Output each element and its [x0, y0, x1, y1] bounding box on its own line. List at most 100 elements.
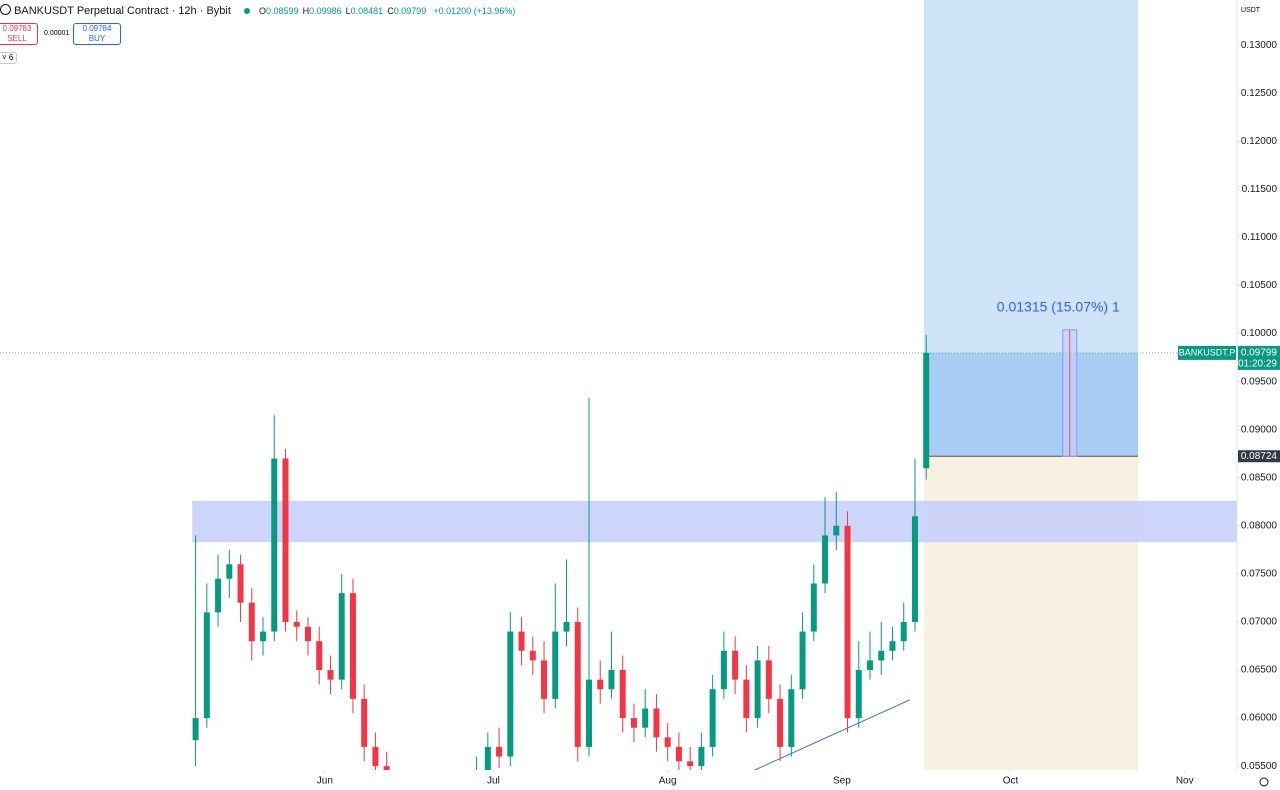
y-tick-label: 0.10500	[1241, 280, 1278, 291]
ohlc-value: 0.08599	[266, 6, 299, 16]
candle-body	[855, 670, 862, 719]
candle-body	[597, 679, 604, 690]
x-tick-label: Sep	[833, 776, 851, 787]
candle-body	[878, 650, 885, 661]
last-price-box	[1238, 345, 1280, 370]
y-tick-label: 0.08500	[1241, 472, 1278, 483]
status-dot	[243, 8, 250, 14]
y-tick-label: 0.07000	[1241, 617, 1278, 628]
candle-body	[653, 708, 660, 738]
candle-body	[867, 660, 874, 671]
ohlc-value: 0.09799	[393, 6, 427, 16]
settings-icon[interactable]	[1259, 777, 1269, 787]
ohlc-value: 0.08481	[350, 6, 384, 16]
support-zone	[192, 500, 1237, 543]
candle-body	[754, 660, 761, 719]
candle-body	[799, 631, 806, 690]
candle-body	[372, 746, 379, 767]
candle-body	[777, 698, 784, 747]
candle-body	[630, 718, 637, 728]
candle-body	[215, 578, 222, 613]
plot-area	[923, 0, 1139, 770]
candle-body	[642, 708, 649, 728]
candle-body	[304, 626, 311, 642]
candle-body	[911, 516, 918, 622]
change: +0.01200 (+13.96%)	[433, 6, 516, 16]
x-tick-label: Aug	[659, 776, 677, 787]
candle-body	[484, 746, 491, 770]
sell-label: SELL	[7, 34, 27, 43]
candle-body	[518, 631, 525, 651]
y-tick-label: 0.12000	[1241, 136, 1278, 147]
header: BANKUSDT Perpetual Contract · 12h · Bybi…	[0, 4, 515, 17]
candle-body	[900, 621, 907, 642]
candle-body	[698, 746, 705, 767]
candle-body	[383, 766, 390, 770]
currency[interactable]: USDT	[1241, 7, 1261, 14]
candle-body	[732, 650, 739, 680]
sell-button[interactable]: 0.09783 SELL	[0, 23, 38, 45]
indicator-count-value: 6	[8, 53, 14, 62]
candle-body	[237, 564, 244, 603]
candle-body	[260, 631, 267, 642]
y-tick-label: 0.11500	[1242, 184, 1278, 195]
indicator-count[interactable]: ˅ 6	[0, 52, 18, 64]
candle-body	[271, 458, 278, 632]
candle-body	[248, 602, 255, 642]
symbol-label: BANKUSDT.P	[1179, 347, 1236, 357]
y-tick-label: 0.06000	[1241, 713, 1278, 724]
trendline	[754, 699, 911, 770]
buy-price: 0.09784	[82, 24, 112, 33]
candle-body	[608, 670, 615, 690]
candle-body	[474, 771, 480, 785]
y-tick-label: 0.05500	[1241, 761, 1278, 772]
candle-body	[203, 612, 210, 719]
x-tick-label: Oct	[1003, 776, 1019, 787]
x-tick-label: Jun	[317, 776, 333, 787]
ohlc-label: O	[259, 6, 267, 16]
measure-label: 0.01315 (15.07%) 1	[997, 299, 1120, 315]
candle-body	[507, 631, 514, 757]
x-tick-label: Nov	[1176, 776, 1194, 787]
ohlc-label: C	[387, 6, 394, 16]
candle-body	[833, 525, 840, 536]
chart-title: BANKUSDT Perpetual Contract · 12h · Bybi…	[14, 5, 231, 17]
candle-body	[889, 641, 896, 651]
candle-body	[788, 689, 795, 747]
candle-body	[496, 746, 503, 757]
ohlc-value: 0.09986	[309, 6, 342, 16]
candle-body	[743, 679, 750, 719]
candle-body	[709, 689, 716, 747]
countdown: 01:20:29	[1238, 359, 1277, 370]
ohlc-label: L	[345, 6, 351, 16]
y-tick-label: 0.06500	[1241, 665, 1278, 676]
y-tick-label: 0.09000	[1241, 424, 1278, 435]
entry-price-box	[1238, 450, 1280, 463]
candle-body	[361, 698, 368, 747]
buy-button[interactable]: 0.09784 BUY	[73, 23, 121, 45]
symbol-box	[1178, 345, 1236, 360]
candle-body	[923, 352, 930, 469]
candle-body	[563, 621, 570, 632]
spread: 0.00001	[44, 30, 70, 37]
sell-price: 0.09783	[2, 24, 32, 33]
candle-body	[529, 650, 536, 661]
candle-body	[720, 650, 727, 690]
candle-body	[844, 525, 851, 719]
candle-body	[541, 660, 548, 699]
candle-body	[395, 785, 401, 790]
y-tick-label: 0.07500	[1241, 569, 1278, 580]
axes: 0.13000 0.12500 0.12000 0.11500 0.11000 0.105…	[317, 0, 1280, 787]
x-tick-label: Jul	[487, 776, 500, 787]
candle-body	[765, 660, 772, 699]
position-active	[923, 352, 1139, 457]
candle-body	[338, 593, 345, 680]
buy-label: BUY	[88, 34, 106, 43]
last-price-label: 0.09799	[1241, 348, 1278, 359]
candle-body	[619, 670, 626, 719]
candle-body	[282, 458, 289, 622]
candle-body	[226, 564, 233, 579]
candle-body	[822, 535, 829, 584]
candle-body	[574, 621, 581, 747]
